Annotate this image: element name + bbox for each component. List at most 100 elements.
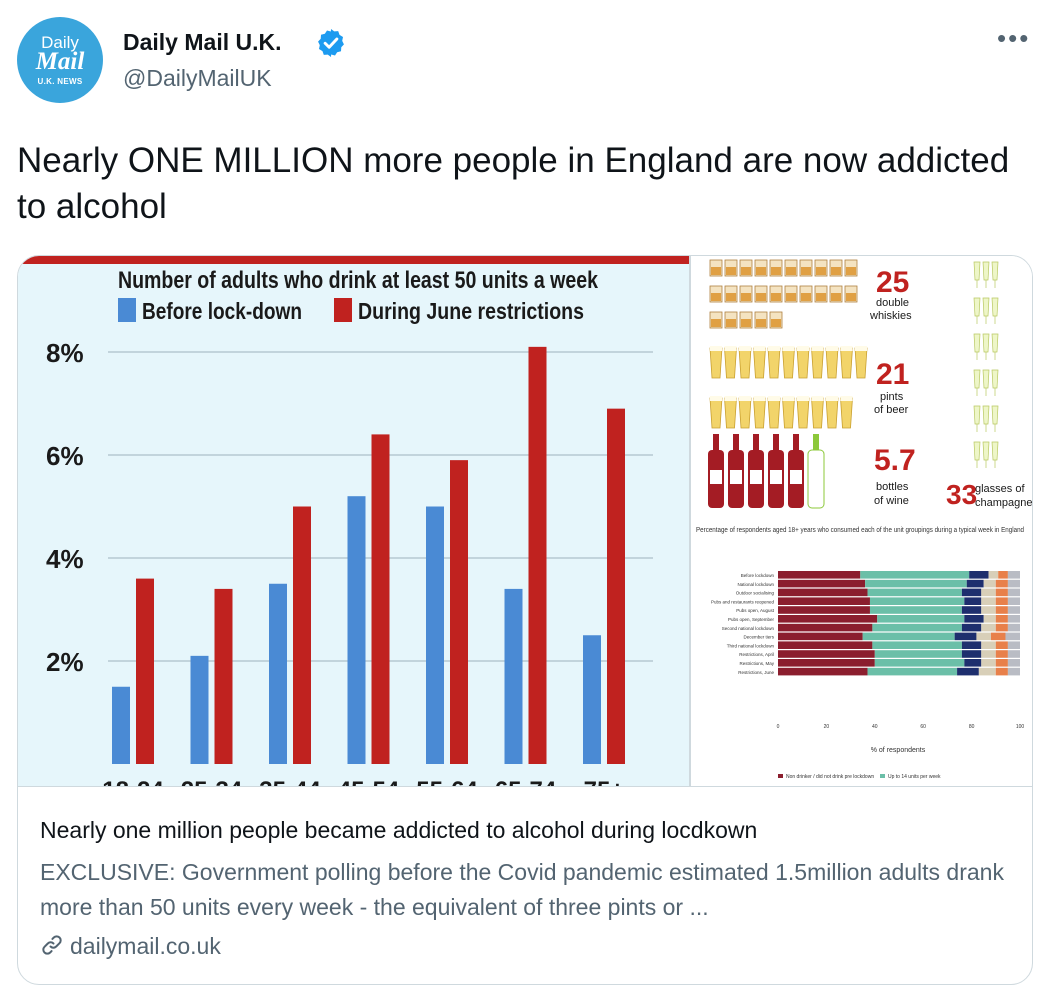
champagne-glass-icon xyxy=(973,333,981,360)
stacked-segment xyxy=(778,615,878,623)
stacked-segment xyxy=(966,579,984,588)
whisky-label-1: double xyxy=(876,297,909,309)
stacked-segment xyxy=(995,588,1008,597)
bar-before xyxy=(504,588,523,764)
stacked-segment xyxy=(865,579,967,588)
bar-before xyxy=(426,506,444,764)
stacked-x-axis-label: % of respondents xyxy=(871,747,926,754)
beer-label-2: of beer xyxy=(874,404,909,416)
bar-before xyxy=(112,686,130,764)
stacked-row-label: Restrictions, April xyxy=(739,652,774,657)
champagne-glass-icon xyxy=(973,297,981,324)
stacked-segment xyxy=(981,650,996,658)
x-tick-label: 25-34 xyxy=(181,777,243,786)
wine-number: 5.7 xyxy=(874,444,916,477)
champagne-number: 33 xyxy=(946,479,977,510)
account-handle[interactable]: @DailyMailUK xyxy=(123,65,272,91)
stacked-segment xyxy=(778,632,863,641)
stacked-segment xyxy=(778,588,868,597)
bar-during xyxy=(528,346,547,764)
stacked-segment xyxy=(1007,641,1020,649)
stacked-row-label: Pubs and restaurants reopened xyxy=(711,599,775,604)
y-tick-label: 4% xyxy=(46,544,84,574)
stacked-segment xyxy=(981,659,996,667)
stacked-segment xyxy=(1007,615,1020,623)
stacked-segment xyxy=(1007,571,1020,579)
stacked-segment xyxy=(1007,659,1020,667)
stacked-segment xyxy=(995,597,1008,605)
stacked-segment xyxy=(981,606,996,614)
avatar-text-top: Daily xyxy=(41,33,79,52)
stacked-x-tick: 40 xyxy=(872,724,878,730)
stacked-segment xyxy=(961,623,982,632)
x-tick-label: 55-64 xyxy=(416,777,478,786)
more-options-icon[interactable]: ••• xyxy=(997,23,1031,53)
beer-glass-icon xyxy=(709,397,723,429)
card-domain[interactable]: dailymail.co.uk xyxy=(40,933,221,960)
drink-labels: 25 double whiskies 21 pints of beer 5.7 … xyxy=(869,266,1033,510)
beer-number: 21 xyxy=(876,358,909,391)
whisky-number: 25 xyxy=(876,266,909,299)
stacked-row-label: Third national lockdown xyxy=(727,643,775,648)
beer-glass-icon xyxy=(825,397,839,429)
champagne-glass-icon xyxy=(991,441,999,468)
card-info[interactable]: Nearly one million people became addicte… xyxy=(18,786,1032,984)
champagne-glass-icon xyxy=(991,333,999,360)
stacked-segment xyxy=(1007,650,1020,658)
avatar-text-mid: Mail xyxy=(35,48,85,75)
stacked-segment xyxy=(778,571,861,579)
account-name[interactable]: Daily Mail U.K. xyxy=(123,29,282,55)
stacked-row-label: December tiers xyxy=(743,635,774,640)
wine-bottle-icon xyxy=(793,434,799,452)
stacked-segment xyxy=(867,667,958,676)
stacked-segment xyxy=(778,659,875,667)
beer-glass-icon xyxy=(825,347,839,379)
stacked-segment xyxy=(867,588,962,597)
champagne-label-1: glasses of xyxy=(975,483,1025,495)
stacked-segment xyxy=(969,571,989,579)
stacked-segment xyxy=(1007,597,1020,605)
legend-label-during: During June restrictions xyxy=(358,298,584,324)
whisky-label-2: whiskies xyxy=(869,310,912,322)
champagne-glass-icon xyxy=(973,369,981,396)
stacked-segment xyxy=(998,571,1008,579)
stacked-segment xyxy=(1007,588,1020,597)
champagne-label-2: champagne xyxy=(975,497,1033,509)
stacked-segment xyxy=(995,667,1008,676)
stacked-segment xyxy=(1007,667,1020,676)
beer-glass-icon xyxy=(782,397,795,429)
card-title[interactable]: Nearly one million people became addicte… xyxy=(40,817,758,843)
beer-glass-icon xyxy=(753,347,766,379)
beer-glass-icon xyxy=(767,397,781,429)
x-tick-label: 65-74 xyxy=(495,777,557,786)
bar-during xyxy=(136,578,154,764)
beer-glass-icon xyxy=(796,347,810,379)
card-image[interactable]: Number of adults who drink at least 50 u… xyxy=(18,256,1033,786)
beer-glass-icon xyxy=(840,347,853,379)
stacked-x-tick: 60 xyxy=(920,724,926,730)
link-card[interactable]: Number of adults who drink at least 50 u… xyxy=(17,255,1033,985)
stacked-segment xyxy=(981,597,996,605)
stacked-chart-title: Percentage of respondents aged 18+ years… xyxy=(696,527,1024,534)
stacked-segment xyxy=(964,615,984,623)
tweet-text: Nearly ONE MILLION more people in Englan… xyxy=(17,141,1010,226)
legend-swatch-during xyxy=(334,298,352,322)
stacked-segment xyxy=(778,623,873,632)
stacked-segment xyxy=(976,632,991,641)
stacked-segment xyxy=(778,579,866,588)
stacked-bar-chart: Percentage of respondents aged 18+ years… xyxy=(696,527,1024,780)
champagne-glass-icon xyxy=(991,369,999,396)
beer-glass-icon xyxy=(782,347,795,379)
avatar[interactable]: Daily Mail U.K. NEWS xyxy=(17,17,103,103)
bar-before xyxy=(347,496,366,764)
beer-glass-icon xyxy=(724,397,737,429)
bar-during xyxy=(293,506,311,764)
stacked-row-label: Before lockdown xyxy=(741,573,775,578)
stacked-segment xyxy=(995,579,1008,588)
article-infographic: Number of adults who drink at least 50 u… xyxy=(18,256,1033,786)
champagne-glass-icon xyxy=(973,261,981,288)
beer-glass-icon xyxy=(753,397,766,429)
chart-top-stripe xyxy=(18,256,690,264)
stacked-x-tick: 100 xyxy=(1016,724,1025,730)
champagne-glass-icon xyxy=(982,261,990,288)
